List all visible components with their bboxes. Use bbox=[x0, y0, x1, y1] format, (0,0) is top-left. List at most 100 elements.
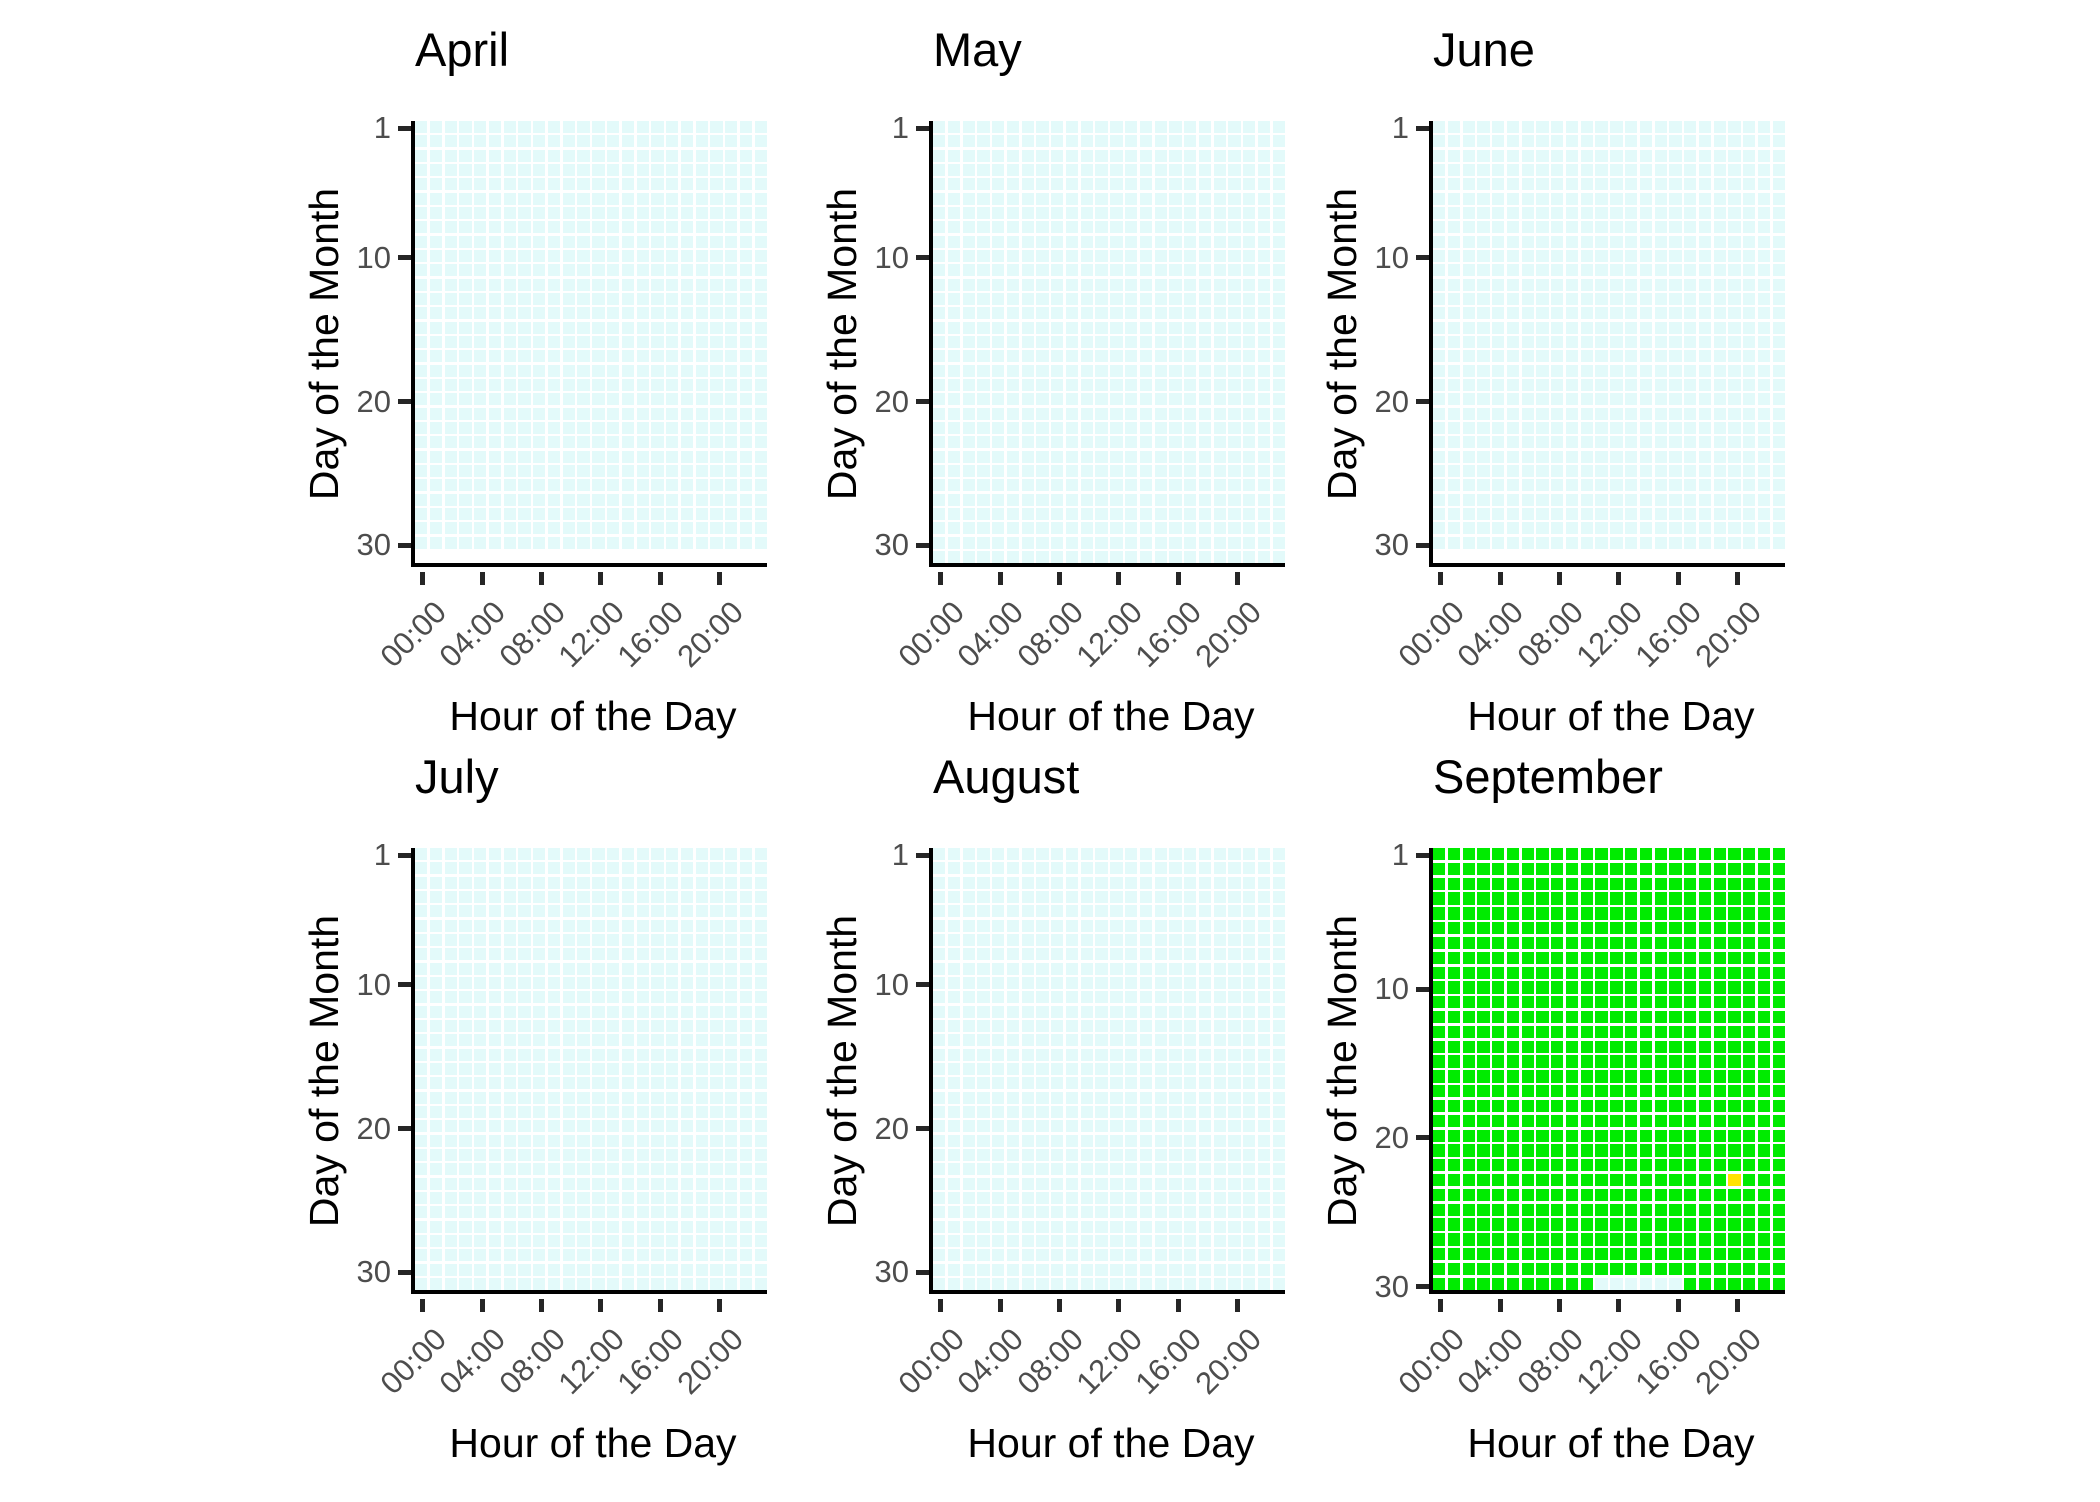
heatmap-tile bbox=[1551, 966, 1564, 979]
heatmap-tile bbox=[739, 948, 753, 961]
heatmap-tile bbox=[1447, 936, 1461, 950]
heatmap-tile bbox=[1257, 407, 1271, 420]
heatmap-tile bbox=[1080, 336, 1093, 348]
heatmap-tile bbox=[710, 350, 723, 363]
heatmap-tile bbox=[1743, 1055, 1756, 1068]
heatmap-tile bbox=[666, 192, 679, 205]
heatmap-tile bbox=[1639, 364, 1653, 377]
heatmap-tile bbox=[754, 1149, 767, 1161]
heatmap-tile bbox=[1580, 1173, 1593, 1187]
heatmap-tile bbox=[1272, 1063, 1285, 1075]
heatmap-tile bbox=[1610, 936, 1623, 950]
heatmap-tile bbox=[1595, 848, 1608, 861]
heatmap-tile bbox=[725, 321, 738, 334]
heatmap-tile bbox=[1654, 422, 1667, 434]
heatmap-tile bbox=[1110, 149, 1123, 162]
heatmap-tile bbox=[1625, 951, 1638, 965]
heatmap-tile bbox=[636, 977, 649, 989]
heatmap-tile bbox=[1743, 393, 1756, 406]
heatmap-tile bbox=[1772, 1203, 1785, 1216]
heatmap-tile bbox=[754, 1263, 767, 1276]
heatmap-tile bbox=[710, 393, 723, 406]
heatmap-tile bbox=[459, 121, 472, 133]
heatmap-tile bbox=[1051, 250, 1064, 262]
heatmap-tile bbox=[1213, 1192, 1226, 1204]
heatmap-tile bbox=[503, 493, 516, 506]
heatmap-tile bbox=[459, 522, 472, 535]
heatmap-tile bbox=[1536, 178, 1549, 191]
heatmap-tile bbox=[1257, 135, 1271, 148]
heatmap-tile bbox=[1551, 981, 1564, 994]
heatmap-tile bbox=[444, 1177, 457, 1190]
heatmap-tile bbox=[518, 905, 531, 918]
heatmap-tile bbox=[429, 1192, 443, 1204]
heatmap-tile bbox=[1521, 1010, 1534, 1024]
heatmap-tile bbox=[1728, 264, 1741, 277]
heatmap-tile bbox=[459, 1163, 472, 1176]
heatmap-tile bbox=[1228, 250, 1241, 262]
heatmap-tile bbox=[1065, 321, 1079, 334]
heatmap-tile bbox=[577, 364, 590, 377]
heatmap-tile bbox=[1006, 1077, 1020, 1090]
heatmap-tile bbox=[1169, 1163, 1182, 1176]
plot-panel bbox=[411, 121, 767, 567]
heatmap-tile bbox=[1447, 1055, 1461, 1068]
heatmap-tile bbox=[592, 164, 605, 176]
heatmap-tile bbox=[1065, 934, 1079, 946]
heatmap-tile bbox=[739, 891, 753, 903]
heatmap-tile bbox=[1684, 235, 1697, 248]
heatmap-tile bbox=[947, 1278, 961, 1290]
heatmap-tile bbox=[1654, 508, 1667, 520]
heatmap-tile bbox=[680, 919, 694, 932]
heatmap-tile bbox=[1272, 508, 1285, 520]
heatmap-tile bbox=[1698, 278, 1712, 291]
heatmap-tile bbox=[1462, 1025, 1475, 1039]
heatmap-tile bbox=[977, 278, 990, 291]
heatmap-tile bbox=[1521, 336, 1534, 348]
heatmap-tile bbox=[1713, 321, 1726, 334]
heatmap-tile bbox=[1139, 1063, 1153, 1075]
heatmap-tile bbox=[1065, 991, 1079, 1004]
heatmap-tile bbox=[1743, 877, 1756, 890]
heatmap-tile bbox=[710, 1278, 723, 1290]
heatmap-tile bbox=[474, 164, 487, 176]
heatmap-tile bbox=[962, 479, 975, 492]
heatmap-tile bbox=[1565, 135, 1579, 148]
heatmap-tile bbox=[1433, 207, 1446, 219]
heatmap-tile bbox=[1272, 192, 1285, 205]
heatmap-tile bbox=[1462, 981, 1475, 994]
heatmap-tile bbox=[1462, 1085, 1475, 1098]
heatmap-tile bbox=[1462, 1099, 1475, 1113]
heatmap-tile bbox=[1551, 479, 1564, 492]
heatmap-tile bbox=[710, 962, 723, 975]
heatmap-tile bbox=[1669, 379, 1682, 391]
heatmap-tile bbox=[459, 1020, 472, 1032]
heatmap-tile bbox=[577, 121, 590, 133]
facet-june: June Day of the Month 1 10 20 30 00:00 04:00… bbox=[1253, 21, 1799, 761]
heatmap-tile bbox=[1743, 407, 1756, 420]
heatmap-tile bbox=[710, 278, 723, 291]
heatmap-tile bbox=[1110, 1063, 1123, 1075]
heatmap-tile bbox=[962, 1263, 975, 1276]
heatmap-tile bbox=[415, 422, 428, 434]
heatmap-tile bbox=[1021, 862, 1034, 875]
heatmap-tile bbox=[962, 121, 975, 133]
heatmap-tile bbox=[1610, 951, 1623, 965]
heatmap-tile bbox=[1198, 407, 1212, 420]
heatmap-tile bbox=[1184, 508, 1197, 520]
heatmap-tile bbox=[754, 1106, 767, 1118]
heatmap-tile bbox=[1521, 877, 1534, 890]
heatmap-tile bbox=[1639, 393, 1653, 406]
heatmap-tile bbox=[680, 379, 694, 391]
heatmap-tile bbox=[680, 422, 694, 434]
heatmap-tile bbox=[1595, 407, 1608, 420]
heatmap-tile bbox=[1447, 1129, 1461, 1142]
heatmap-tile bbox=[474, 962, 487, 975]
heatmap-tile bbox=[1610, 1129, 1623, 1142]
heatmap-tile bbox=[1228, 848, 1241, 860]
heatmap-tile bbox=[695, 1077, 708, 1090]
heatmap-tile bbox=[1492, 178, 1505, 191]
heatmap-tile bbox=[1095, 407, 1108, 420]
heatmap-tile bbox=[592, 848, 605, 860]
heatmap-tile bbox=[518, 450, 531, 463]
